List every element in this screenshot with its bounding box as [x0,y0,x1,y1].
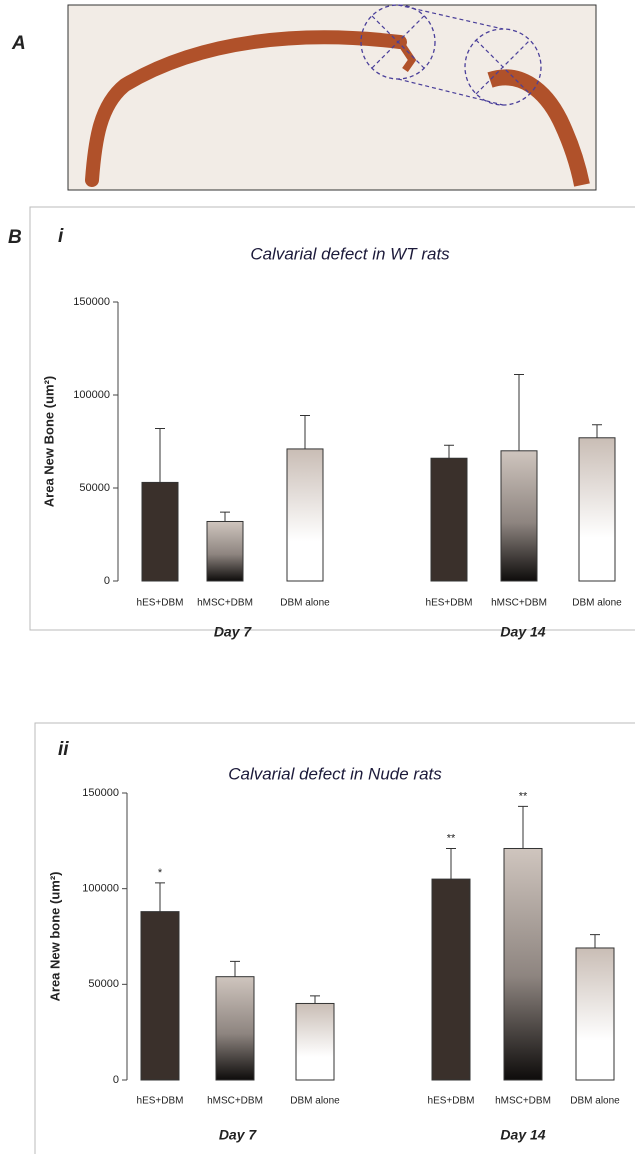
x-tick-label: hES+DBM [428,1096,475,1107]
error-bar [300,415,310,448]
x-tick-label: hES+DBM [137,1096,184,1107]
y-tick-label: 100000 [82,883,119,895]
x-tick-label: hES+DBM [137,598,184,609]
significance-mark: * [158,867,163,879]
bar [216,977,254,1080]
y-tick-label: 150000 [73,296,110,308]
x-tick-label: hMSC+DBM [207,1096,263,1107]
group-label: Day 7 [214,624,253,640]
panel-label: ii [58,739,69,760]
x-tick-label: DBM alone [570,1096,620,1107]
error-bar [514,375,524,451]
chart-title: Calvarial defect in WT rats [250,244,450,263]
group-label: Day 14 [500,1127,545,1143]
y-tick-label: 50000 [88,978,119,990]
error-bar [446,848,456,879]
bar [431,458,467,581]
error-bar [592,425,602,438]
error-bar [310,996,320,1004]
bar [296,1003,334,1080]
bar [207,521,243,581]
chart-title: Calvarial defect in Nude rats [228,764,442,783]
group-label: Day 7 [219,1127,258,1143]
significance-mark: ** [519,790,528,802]
x-tick-label: hMSC+DBM [197,598,253,609]
bar [287,449,323,581]
error-bar [590,935,600,948]
y-axis-label: Area New bone (um²) [47,871,62,1001]
x-tick-label: hES+DBM [426,598,473,609]
y-tick-label: 50000 [79,482,110,494]
error-bar [230,961,240,976]
y-tick-label: 100000 [73,389,110,401]
group-label: Day 14 [500,624,545,640]
y-axis-label: Area New Bone (um²) [41,376,56,507]
error-bar [220,512,230,521]
bar [142,482,178,581]
panel-label: i [58,226,64,247]
panel-frame [30,207,635,630]
bar [504,848,542,1080]
x-tick-label: hMSC+DBM [491,598,547,609]
x-tick-label: DBM alone [572,598,622,609]
error-bar [155,428,165,482]
y-tick-label: 0 [113,1074,119,1086]
y-tick-label: 150000 [82,787,119,799]
x-tick-label: DBM alone [280,598,330,609]
error-bar [518,806,528,848]
bar [432,879,470,1080]
panel-frame [35,723,635,1154]
x-tick-label: hMSC+DBM [495,1096,551,1107]
photo [68,5,596,190]
y-tick-label: 0 [104,575,110,587]
page: {"figure_labels": ["A", "B"], "chart_dat… [0,0,635,1154]
error-bar [155,883,165,912]
bar [141,912,179,1080]
significance-mark: ** [447,832,456,844]
panel-label: A [11,33,26,54]
bar [576,948,614,1080]
x-tick-label: DBM alone [290,1096,340,1107]
error-bar [444,445,454,458]
bar [501,451,537,581]
figure: A B i Calvarial defect in WT rats Area New… [0,0,635,1154]
bar [579,438,615,581]
panel-label: B [8,227,22,248]
